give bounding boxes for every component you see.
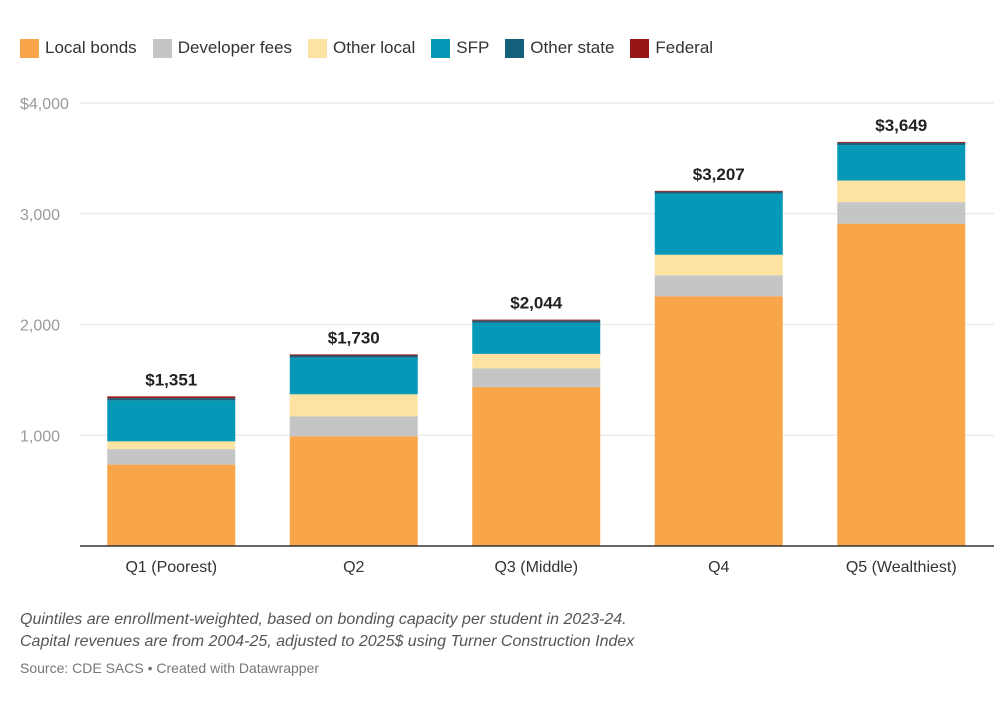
legend-item: Other local: [308, 38, 415, 58]
bar-segment: [472, 319, 601, 321]
bar-segment: [289, 436, 418, 546]
chart-note-2: Capital revenues are from 2004-25, adjus…: [20, 633, 635, 650]
legend-swatch: [20, 38, 39, 58]
bar-segment: [654, 191, 783, 194]
bar-segment: [837, 202, 966, 224]
legend-label: Other state: [530, 38, 615, 57]
legend-swatch: [505, 38, 525, 58]
y-tick-label: 1,000: [20, 428, 60, 445]
x-tick-label: Q2: [343, 559, 364, 576]
bar-segment: [107, 449, 236, 465]
bar-segment: [289, 394, 418, 417]
x-tick-label: Q1 (Poorest): [125, 559, 217, 576]
bar-total-label: $2,044: [510, 294, 563, 313]
legend-label: Developer fees: [177, 38, 293, 57]
y-tick-label: $4,000: [20, 96, 69, 113]
bar-segment: [654, 193, 783, 255]
legend-label: SFP: [456, 38, 490, 57]
bar-segment: [654, 190, 783, 192]
bar-segment: [654, 275, 783, 297]
legend-swatch: [308, 38, 328, 58]
legend-swatch: [630, 38, 650, 58]
legend-item: SFP: [431, 38, 489, 58]
legend-swatch: [152, 38, 172, 58]
legend-swatch: [431, 38, 451, 58]
bar-segment: [472, 320, 601, 323]
bar-segment: [107, 464, 236, 546]
legend: Local bonds Developer fees Other local SFP O…: [20, 38, 729, 58]
legend-label: Federal: [655, 38, 714, 57]
bar-segment: [654, 254, 783, 276]
bar-segment: [837, 223, 966, 546]
bar-segment: [837, 145, 966, 181]
bar-segment: [472, 322, 601, 354]
legend-item: Developer fees: [152, 38, 293, 58]
bar-segment: [107, 396, 236, 399]
chart-note-1: Quintiles are enrollment-weighted, based…: [20, 611, 627, 628]
bar-segment: [472, 368, 601, 388]
bar-segment: [289, 357, 418, 395]
bar-total-label: $1,730: [328, 328, 380, 347]
bar-segment: [472, 387, 601, 546]
bar-segment: [107, 398, 236, 401]
legend-item: Federal: [630, 38, 713, 58]
x-tick-label: Q3 (Middle): [494, 559, 578, 576]
bar-segment: [107, 441, 236, 450]
bar-segment: [837, 142, 966, 146]
bar-total-label: $3,649: [875, 116, 927, 135]
x-tick-label: Q5 (Wealthiest): [846, 559, 957, 576]
x-tick-label: Q4: [708, 559, 729, 576]
bar-segment: [472, 353, 601, 369]
bar-segment: [289, 354, 418, 356]
legend-item: Local bonds: [20, 38, 137, 58]
legend-label: Local bonds: [45, 38, 137, 57]
legend-item: Other state: [505, 38, 614, 58]
bar-segment: [289, 416, 418, 437]
legend-label: Other local: [333, 38, 416, 57]
bar-segment: [837, 141, 966, 143]
bar-total-label: $1,351: [145, 370, 197, 389]
bar-segment: [654, 296, 783, 546]
bar-total-label: $3,207: [693, 165, 745, 184]
y-tick-label: 3,000: [20, 207, 60, 224]
bar-segment: [289, 355, 418, 358]
source-credit: Source: CDE SACS • Created with Datawrap…: [20, 660, 320, 676]
y-tick-label: 2,000: [20, 318, 60, 335]
bar-segment: [837, 180, 966, 203]
bar-segment: [107, 400, 236, 442]
stacked-bar-chart: $4,000 3,000 2,000 1,000 $1,351 Q1 (Poorest) $…: [20, 96, 994, 576]
